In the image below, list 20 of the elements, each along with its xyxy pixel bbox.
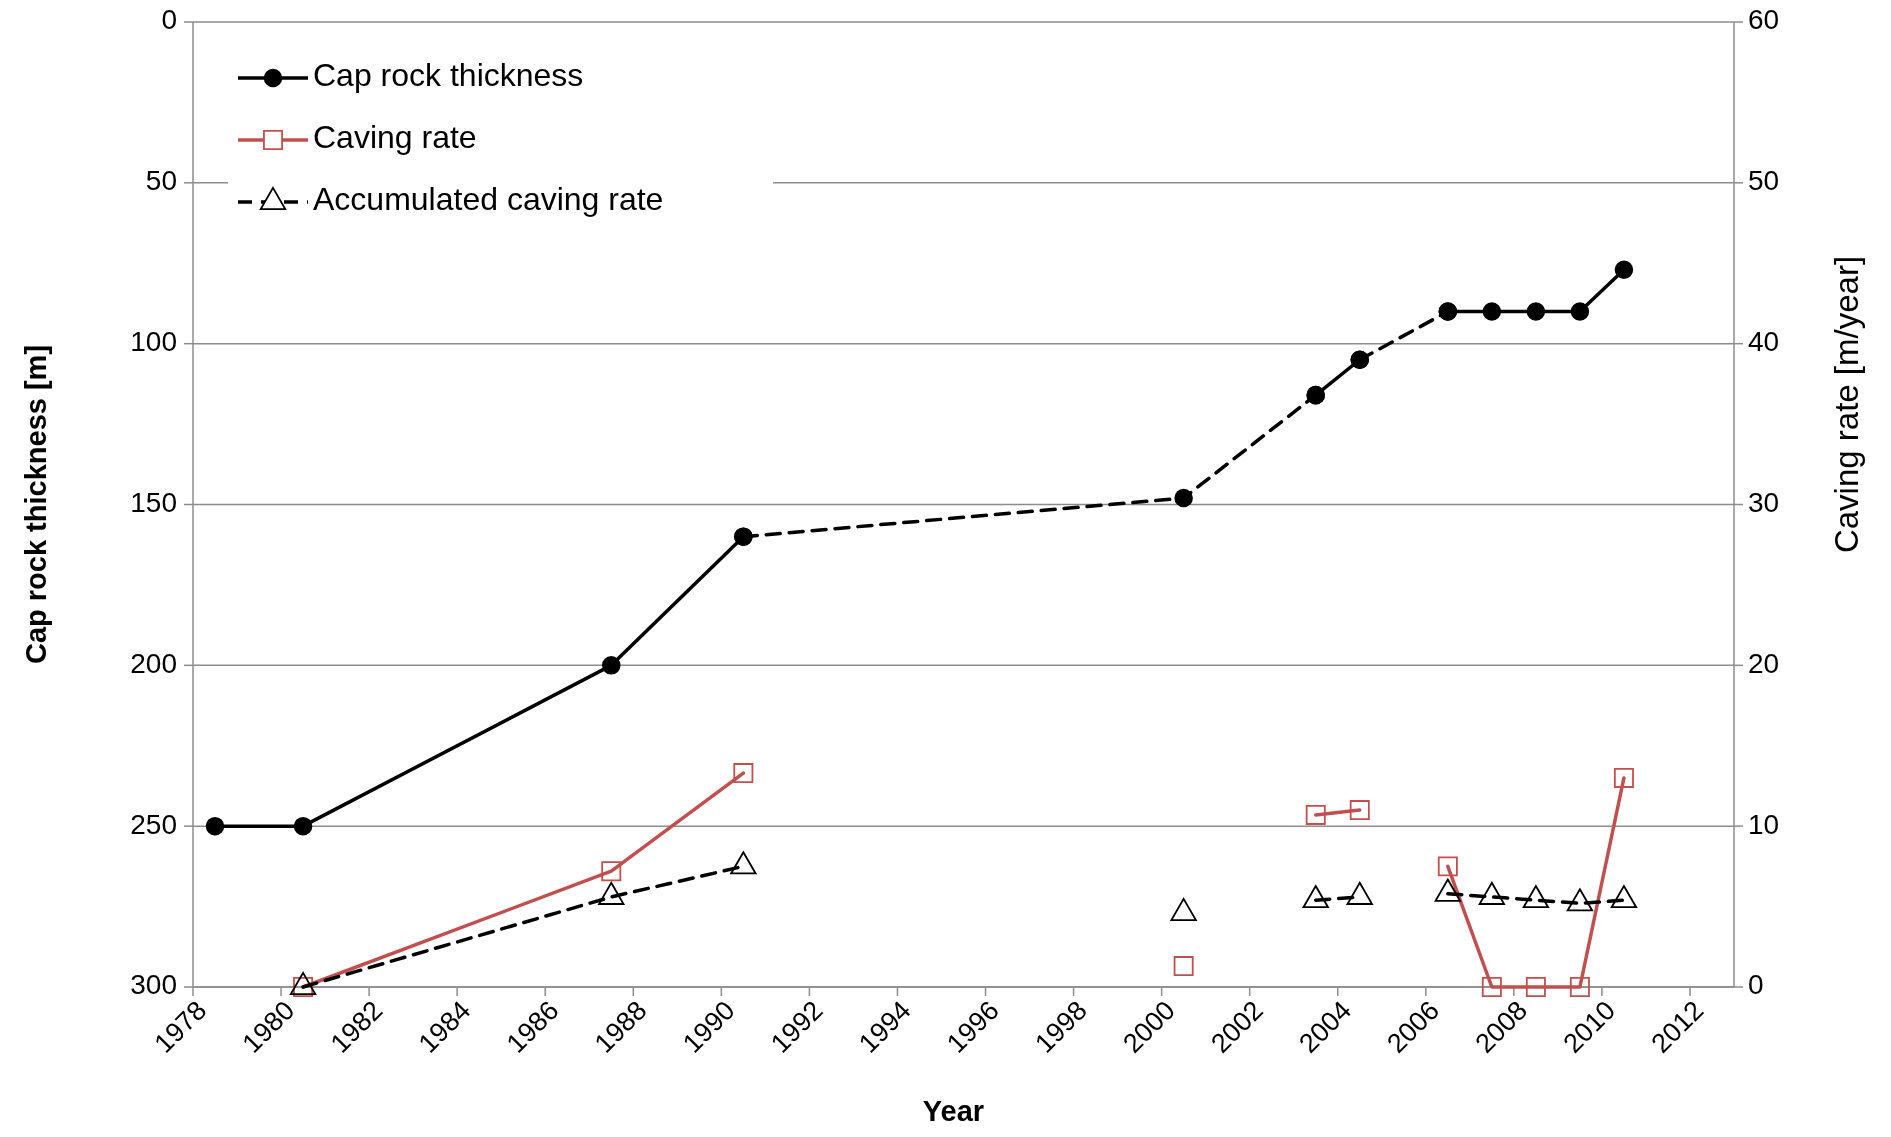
y-tick-label: 100 <box>130 326 177 358</box>
y2-tick-label: 50 <box>1748 165 1780 197</box>
legend-label: Cap rock thickness <box>313 57 584 94</box>
x-axis-title: Year <box>922 1095 985 1127</box>
y2-tick-label: 60 <box>1748 4 1780 36</box>
y2-tick-label: 40 <box>1748 326 1780 358</box>
y-tick-label: 50 <box>145 165 177 197</box>
y2-tick-label: 0 <box>1748 969 1764 1001</box>
legend-label: Caving rate <box>313 119 477 156</box>
legend-label: Accumulated caving rate <box>313 181 664 218</box>
y-tick-label: 300 <box>130 969 177 1001</box>
y-axis-title: Cap rock thickness [m] <box>19 344 52 665</box>
y2-axis-title: Caving rate [m/year] <box>1827 255 1865 554</box>
y-tick-label: 0 <box>161 4 177 36</box>
y2-tick-label: 30 <box>1748 486 1780 518</box>
y-tick-label: 150 <box>130 486 177 518</box>
y2-tick-label: 20 <box>1748 647 1780 679</box>
y2-tick-label: 10 <box>1748 808 1780 840</box>
y-tick-label: 200 <box>130 647 177 679</box>
y-tick-label: 250 <box>130 808 177 840</box>
